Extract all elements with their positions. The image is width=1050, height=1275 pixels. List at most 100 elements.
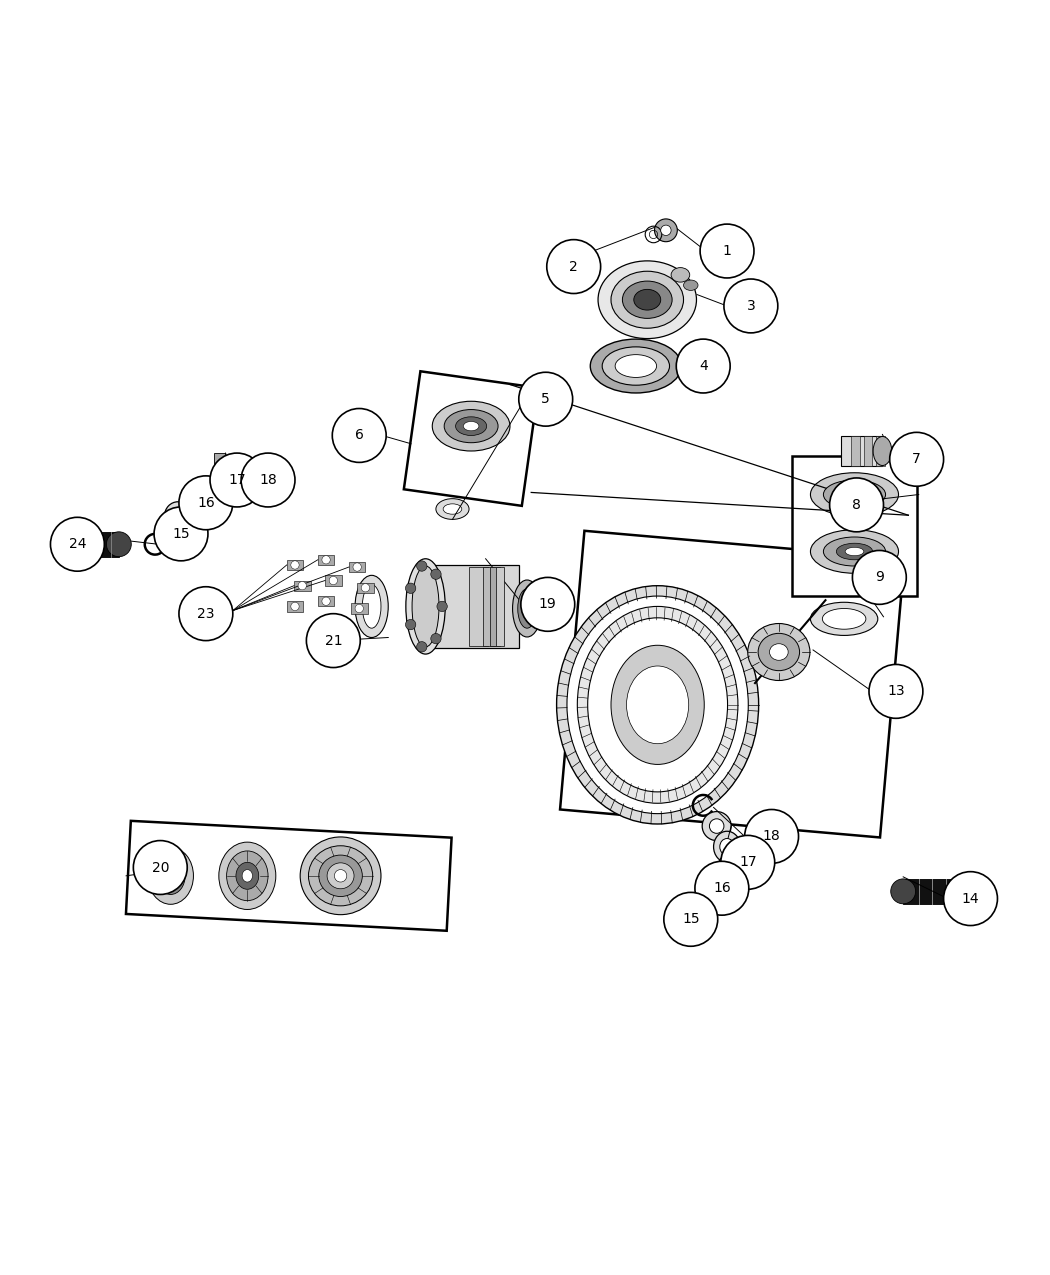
FancyBboxPatch shape [489,567,500,646]
Circle shape [695,862,749,915]
Circle shape [700,224,754,278]
Circle shape [291,602,299,611]
Circle shape [291,561,299,569]
Text: 2: 2 [569,260,579,274]
FancyBboxPatch shape [357,583,374,593]
Ellipse shape [811,529,899,574]
FancyBboxPatch shape [483,567,495,646]
Text: 1: 1 [722,244,732,258]
Circle shape [332,408,386,463]
Text: 8: 8 [853,497,861,511]
Ellipse shape [328,863,354,889]
Circle shape [178,586,233,640]
Circle shape [154,507,208,561]
Ellipse shape [171,507,185,524]
Ellipse shape [823,479,885,509]
Ellipse shape [218,842,276,909]
Ellipse shape [822,608,866,629]
Ellipse shape [355,575,388,638]
Ellipse shape [611,272,684,328]
Text: 15: 15 [172,527,190,541]
FancyBboxPatch shape [126,821,452,931]
Ellipse shape [823,537,885,566]
Circle shape [430,634,441,644]
Circle shape [664,892,718,946]
FancyBboxPatch shape [349,562,365,572]
Ellipse shape [837,486,873,502]
Ellipse shape [845,491,864,499]
Circle shape [723,279,778,333]
Circle shape [353,562,361,571]
Ellipse shape [556,585,759,824]
Text: 16: 16 [713,881,731,895]
FancyBboxPatch shape [560,530,904,838]
Ellipse shape [811,602,878,635]
FancyBboxPatch shape [214,453,225,495]
Ellipse shape [165,502,191,530]
Circle shape [869,664,923,718]
Circle shape [405,583,416,593]
Ellipse shape [874,436,891,465]
FancyBboxPatch shape [326,575,341,585]
Ellipse shape [436,499,469,519]
Text: 6: 6 [355,428,363,442]
Text: 16: 16 [197,496,215,510]
FancyBboxPatch shape [864,436,873,465]
Ellipse shape [362,585,381,629]
Circle shape [50,518,104,571]
Ellipse shape [615,354,656,377]
Ellipse shape [627,666,689,743]
Ellipse shape [148,848,193,904]
Text: 5: 5 [542,393,550,407]
Circle shape [307,613,360,668]
Circle shape [547,240,601,293]
FancyBboxPatch shape [425,565,519,648]
Ellipse shape [309,845,373,905]
Circle shape [654,219,677,242]
Text: 13: 13 [887,685,905,699]
Ellipse shape [623,280,672,319]
Ellipse shape [443,504,462,514]
Ellipse shape [444,409,498,442]
Ellipse shape [710,819,723,834]
Ellipse shape [156,857,185,895]
Circle shape [417,561,427,571]
Ellipse shape [319,856,362,896]
Ellipse shape [227,850,268,900]
Ellipse shape [598,261,696,339]
Ellipse shape [634,289,660,310]
FancyBboxPatch shape [62,532,119,557]
Ellipse shape [717,853,748,889]
Ellipse shape [684,280,698,291]
Text: 14: 14 [962,891,980,905]
Text: 18: 18 [762,830,780,844]
Ellipse shape [723,862,740,880]
Ellipse shape [183,482,214,515]
FancyBboxPatch shape [793,455,917,595]
Text: 21: 21 [324,634,342,648]
Ellipse shape [164,867,177,885]
Circle shape [178,476,233,529]
Circle shape [210,453,264,507]
Circle shape [133,840,187,895]
FancyBboxPatch shape [318,595,334,607]
Ellipse shape [412,566,439,646]
Ellipse shape [463,422,479,431]
Ellipse shape [190,490,207,507]
FancyBboxPatch shape [841,436,882,465]
Text: 9: 9 [875,570,884,584]
Ellipse shape [433,402,510,451]
Ellipse shape [748,623,810,681]
Circle shape [361,584,370,592]
Circle shape [744,810,799,863]
Circle shape [853,551,906,604]
Ellipse shape [671,268,690,282]
Ellipse shape [300,836,381,914]
Text: 4: 4 [699,360,708,374]
Ellipse shape [588,618,728,792]
Ellipse shape [770,644,789,660]
Ellipse shape [714,831,740,862]
Text: 3: 3 [747,298,755,312]
Text: 23: 23 [197,607,214,621]
Circle shape [242,453,295,507]
